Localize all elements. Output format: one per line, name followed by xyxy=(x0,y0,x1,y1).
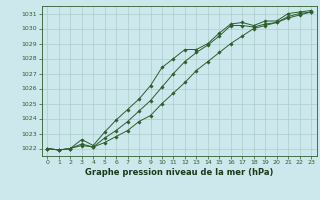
X-axis label: Graphe pression niveau de la mer (hPa): Graphe pression niveau de la mer (hPa) xyxy=(85,168,273,177)
